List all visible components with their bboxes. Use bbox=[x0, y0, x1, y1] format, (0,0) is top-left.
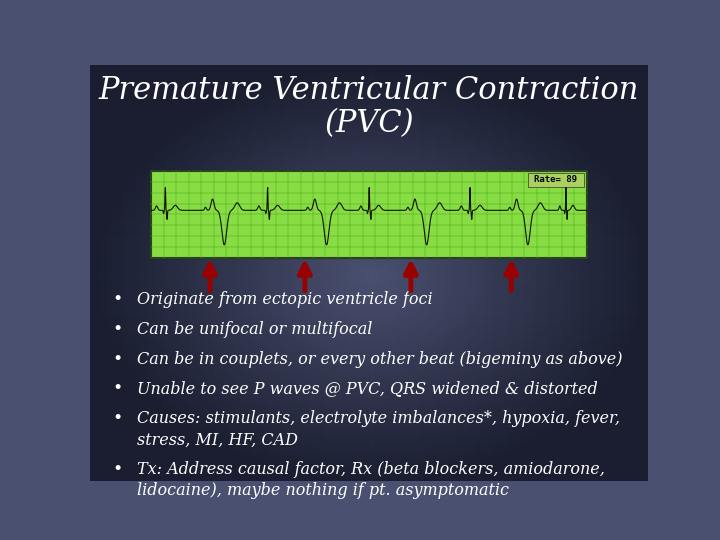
Text: lidocaine), maybe nothing if pt. asymptomatic: lidocaine), maybe nothing if pt. asympto… bbox=[138, 482, 510, 500]
Bar bbox=[151, 171, 587, 258]
Text: Can be in couplets, or every other beat (bigeminy as above): Can be in couplets, or every other beat … bbox=[138, 351, 623, 368]
Text: stress, MI, HF, CAD: stress, MI, HF, CAD bbox=[138, 431, 298, 448]
Text: •: • bbox=[112, 351, 122, 368]
Text: (PVC): (PVC) bbox=[324, 109, 414, 139]
Bar bbox=[528, 173, 584, 187]
Text: Can be unifocal or multifocal: Can be unifocal or multifocal bbox=[138, 321, 373, 338]
Text: •: • bbox=[112, 321, 122, 338]
Text: •: • bbox=[112, 292, 122, 308]
Text: Originate from ectopic ventricle foci: Originate from ectopic ventricle foci bbox=[138, 292, 433, 308]
Text: •: • bbox=[112, 410, 122, 427]
Text: Causes: stimulants, electrolyte imbalances*, hypoxia, fever,: Causes: stimulants, electrolyte imbalanc… bbox=[138, 410, 621, 427]
Text: Premature Ventricular Contraction: Premature Ventricular Contraction bbox=[99, 75, 639, 106]
Text: Tx: Address causal factor, Rx (beta blockers, amiodarone,: Tx: Address causal factor, Rx (beta bloc… bbox=[138, 461, 606, 478]
Text: Unable to see P waves @ PVC, QRS widened & distorted: Unable to see P waves @ PVC, QRS widened… bbox=[138, 381, 598, 397]
Text: Rate= 89: Rate= 89 bbox=[534, 176, 577, 185]
Text: •: • bbox=[112, 461, 122, 478]
Text: •: • bbox=[112, 381, 122, 397]
